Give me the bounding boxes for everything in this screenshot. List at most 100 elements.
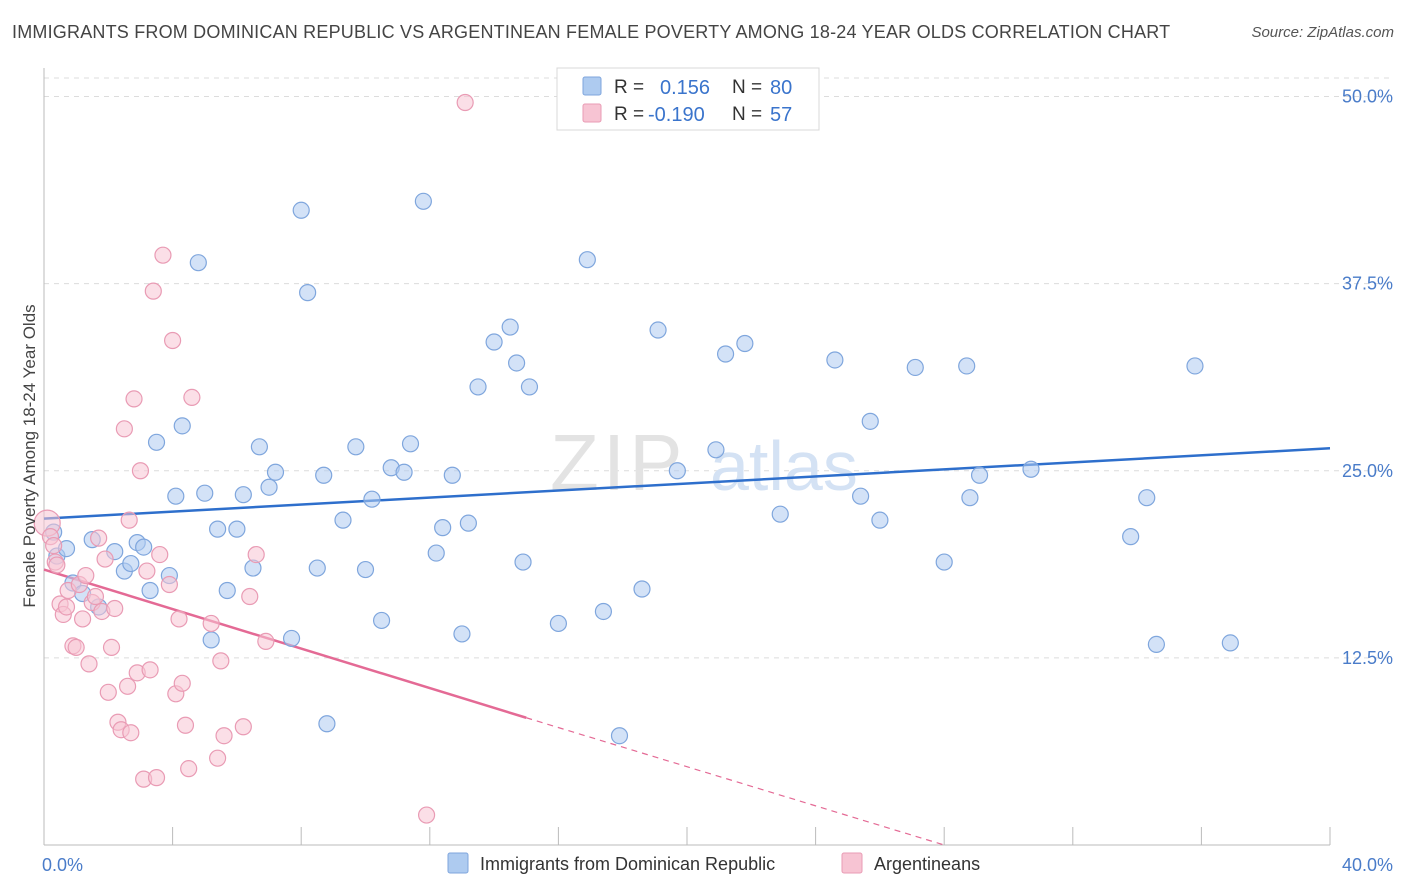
point-argentinean-54 — [257, 632, 275, 651]
point-dominican-42 — [414, 192, 432, 210]
legend-n-value-1: 80 — [770, 77, 792, 99]
point-dominican-79 — [1221, 634, 1239, 652]
point-dominican-20 — [209, 520, 227, 538]
point-dominican-34 — [334, 511, 352, 529]
bottom-legend-swatch-pink — [841, 852, 863, 874]
y-tick-label-0: 12.5% — [1342, 648, 1393, 668]
point-dominican-57 — [610, 727, 629, 745]
trend-line-dominican — [43, 447, 1331, 520]
point-argentinean-17 — [90, 529, 108, 547]
point-dominican-63 — [736, 334, 754, 353]
watermark-atlas: atlas — [710, 427, 858, 505]
point-dominican-23 — [234, 486, 252, 504]
point-dominican-52 — [514, 553, 532, 571]
axes — [43, 68, 1331, 846]
legend-r-label-2: R = — [614, 104, 644, 125]
point-dominican-36 — [356, 560, 375, 579]
point-dominican-75 — [1122, 528, 1140, 546]
watermark: ZIP — [550, 418, 686, 507]
point-argentinean-16 — [86, 587, 105, 606]
point-argentinean-14 — [80, 655, 98, 673]
point-argentinean-46 — [183, 388, 201, 406]
point-argentinean-50 — [215, 727, 233, 745]
point-dominican-25 — [250, 438, 269, 456]
bottom-legend: Immigrants from Dominican Republic Argen… — [447, 852, 980, 874]
trend-lines — [43, 447, 1331, 846]
x-tick-min: 0.0% — [42, 855, 83, 875]
chart-title: IMMIGRANTS FROM DOMINICAN REPUBLIC VS AR… — [12, 22, 1171, 42]
point-dominican-59 — [649, 321, 667, 339]
point-dominican-30 — [299, 284, 317, 302]
point-argentinean-39 — [160, 575, 178, 594]
point-dominican-51 — [508, 354, 526, 372]
point-argentinean-49 — [212, 652, 230, 670]
legend-swatch-blue — [582, 76, 602, 96]
point-argentinean-13 — [77, 566, 95, 585]
point-argentinean-29 — [125, 390, 143, 408]
point-argentinean-52 — [241, 587, 259, 606]
point-dominican-65 — [826, 351, 844, 369]
point-dominican-55 — [578, 251, 596, 269]
legend-n-label-2: N = — [732, 104, 762, 125]
y-tick-label-3: 50.0% — [1342, 87, 1393, 107]
point-argentinean-27 — [120, 511, 138, 529]
point-dominican-49 — [485, 333, 503, 351]
y-axis-label: Female Poverty Among 18-24 Year Olds — [20, 304, 39, 607]
point-dominican-9 — [122, 554, 140, 573]
point-dominican-44 — [434, 519, 452, 537]
point-dominican-77 — [1147, 635, 1165, 654]
point-dominican-78 — [1186, 357, 1204, 375]
point-dominican-29 — [292, 201, 310, 219]
point-dominican-58 — [633, 580, 651, 598]
point-dominican-72 — [961, 489, 979, 507]
point-argentinean-35 — [144, 282, 162, 300]
point-dominican-37 — [363, 490, 381, 508]
point-argentinean-26 — [118, 677, 137, 695]
point-argentinean-20 — [99, 683, 117, 701]
point-argentinean-21 — [102, 638, 121, 656]
point-dominican-67 — [861, 412, 879, 430]
point-argentinean-38 — [154, 246, 172, 264]
bottom-legend-label-blue: Immigrants from Dominican Republic — [480, 854, 775, 874]
point-dominican-27 — [266, 463, 285, 481]
point-dominican-18 — [196, 484, 214, 502]
point-argentinean-7 — [57, 598, 76, 616]
point-dominican-68 — [871, 511, 889, 529]
point-dominican-41 — [401, 435, 420, 453]
point-argentinean-40 — [164, 331, 182, 350]
point-dominican-15 — [167, 487, 185, 505]
point-argentinean-48 — [209, 749, 227, 767]
trend-line-argentinean-extension — [526, 717, 945, 846]
point-dominican-66 — [852, 487, 870, 505]
point-argentinean-45 — [180, 760, 198, 778]
point-dominican-54 — [549, 614, 568, 633]
point-dominican-53 — [520, 378, 539, 396]
point-dominican-76 — [1138, 489, 1156, 507]
source-label: Source: ZipAtlas.com — [1251, 24, 1394, 41]
bottom-legend-swatch-blue — [447, 852, 469, 874]
legend-swatch-pink — [582, 103, 602, 123]
point-argentinean-51 — [234, 718, 252, 736]
legend-r-label-1: R = — [614, 77, 644, 98]
point-dominican-71 — [958, 357, 976, 375]
point-dominican-26 — [260, 478, 278, 496]
point-argentinean-22 — [106, 599, 124, 618]
point-argentinean-44 — [176, 716, 195, 734]
legend-n-label-1: N = — [732, 77, 762, 98]
point-dominican-64 — [771, 505, 789, 523]
point-dominican-22 — [228, 520, 246, 538]
point-dominican-17 — [189, 254, 207, 272]
legend-r-value-2: -0.190 — [648, 104, 705, 126]
point-argentinean-2 — [45, 536, 63, 555]
point-dominican-35 — [347, 438, 365, 456]
point-argentinean-4 — [48, 556, 66, 574]
legend-n-value-2: 57 — [770, 104, 792, 126]
point-dominican-33 — [315, 466, 333, 484]
point-dominican-74 — [1022, 460, 1040, 478]
point-argentinean-37 — [151, 545, 169, 564]
point-dominican-47 — [459, 514, 477, 532]
point-dominican-31 — [308, 559, 326, 577]
point-dominican-16 — [173, 417, 191, 435]
series-argentinean-points — [33, 93, 474, 824]
